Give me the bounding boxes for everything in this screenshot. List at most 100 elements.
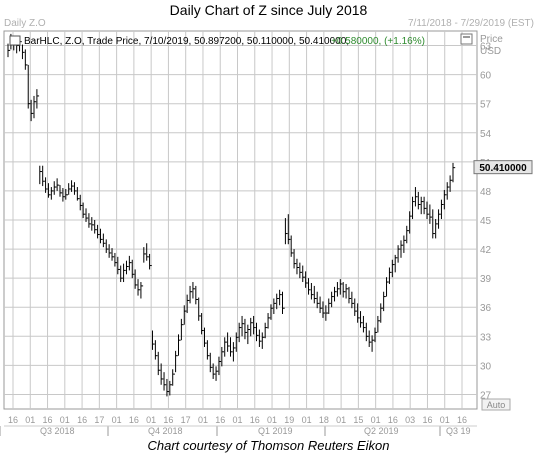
y-tick-label: 27 (480, 390, 492, 401)
ohlc-bar (163, 372, 167, 391)
ohlc-bar (256, 322, 259, 342)
ohlc-bar (91, 217, 94, 231)
y-tick-label: 48 (480, 187, 492, 198)
change-readout: +0.580000, (+1.16%) (331, 36, 425, 47)
ohlc-bar (201, 313, 204, 335)
auto-scale-label: Auto (487, 400, 506, 410)
quarter-labels: Q3 2018 Q4 2018 Q1 2019 Q2 2019 Q3 19 (0, 425, 477, 436)
ohlc-bar (131, 259, 135, 279)
ohlc-bar (429, 204, 433, 224)
ohlc-bar (284, 218, 288, 245)
ohlc-bar (203, 327, 207, 347)
ohlc-bar (238, 322, 242, 343)
ohlc-bar (56, 178, 60, 191)
ohlc-bar (76, 187, 80, 201)
ohlc-bar (247, 324, 251, 345)
x-tick-label: 16 (250, 415, 260, 425)
ohlc-bar (128, 255, 132, 271)
ohlc-bar (235, 332, 239, 352)
y-tick-label: 36 (480, 303, 492, 314)
x-tick-label: 16 (129, 415, 139, 425)
symbol-caption: Daily Z.O (4, 18, 46, 29)
x-tick-label: 01 (336, 415, 346, 425)
ohlc-bar (328, 298, 331, 315)
ohlc-bar (397, 245, 401, 263)
ohlc-bar (209, 352, 213, 373)
ohlc-bar (45, 177, 48, 193)
ohlc-bar (27, 64, 31, 109)
ohlc-bar (125, 260, 129, 275)
chart-caption: Chart courtesy of Thomson Reuters Eikon (147, 438, 390, 453)
ohlc-bar (345, 283, 349, 299)
ohlc-bar (39, 165, 42, 185)
ohlc-bar (403, 235, 407, 253)
ohlc-bar (267, 313, 271, 329)
auto-scale-button[interactable]: Auto (481, 398, 511, 411)
ohlc-bar (310, 283, 314, 300)
x-tick-label: 17 (181, 415, 191, 425)
ohlc-bar (388, 267, 392, 284)
ohlc-bar (253, 315, 256, 335)
ohlc-bar (374, 327, 378, 343)
y-axis-unit: USD (480, 46, 501, 57)
ohlc-bar (146, 243, 149, 261)
y-tick-label: 57 (480, 100, 492, 111)
y-tick-labels: 27303336394245485154576063 (480, 42, 492, 402)
ohlc-bar (50, 187, 54, 200)
ohlc-bar (368, 330, 372, 347)
ohlc-bar (198, 297, 201, 321)
grid-lines (4, 31, 477, 409)
x-tick-label: 15 (353, 415, 363, 425)
last-price-label: 50.410000 (479, 163, 527, 174)
ohlc-bar (322, 301, 326, 318)
ohlc-bar (270, 304, 274, 320)
ohlc-bar (183, 305, 187, 325)
ohlc-bar (316, 291, 320, 309)
ohlc-bar (296, 258, 300, 275)
ohlc-bar (365, 322, 369, 342)
ohlc-bar (169, 380, 173, 396)
ohlc-bar (331, 291, 334, 308)
ohlc-bar (412, 196, 415, 220)
ohlc-bar (440, 199, 444, 220)
quarter-label: Q2 2019 (364, 426, 399, 436)
ohlc-bar (264, 322, 268, 339)
ohlc-bar (299, 262, 303, 279)
ohlc-bar (7, 43, 11, 58)
ohlc-bar (400, 240, 404, 258)
y-tick-label: 54 (480, 129, 492, 140)
ohlc-bar (319, 296, 323, 314)
x-tick-label: 01 (112, 415, 122, 425)
ohlc-bar (380, 303, 383, 323)
x-tick-label: 18 (319, 415, 329, 425)
ohlc-bar (435, 219, 438, 239)
ohlc-bar (120, 265, 123, 283)
ohlc-bar (117, 256, 121, 275)
ohlc-bar (137, 279, 141, 296)
x-tick-label: 01 (146, 415, 156, 425)
ohlc-bar (65, 188, 68, 200)
ohlc-bar (287, 214, 291, 245)
x-tick-label: 01 (25, 415, 35, 425)
ohlc-bar (154, 340, 158, 360)
ohlc-bar (438, 209, 441, 229)
ohlc-bar (192, 282, 196, 299)
quarter-label: Q3 2018 (40, 426, 75, 436)
ohlc-bar (186, 294, 190, 314)
y-tick-label: 63 (480, 42, 492, 53)
ohlc-bar (432, 209, 435, 239)
x-tick-label: 03 (405, 415, 415, 425)
ohlc-bar (24, 49, 28, 70)
ohlc-bar (218, 356, 222, 376)
ohlc-bar (36, 89, 40, 109)
ohlc-bar (151, 330, 155, 350)
x-tick-label: 19 (284, 415, 294, 425)
x-tick-label: 16 (163, 415, 173, 425)
ohlc-bar (414, 187, 418, 207)
ohlc-bar (406, 225, 409, 244)
y-tick-label: 30 (480, 361, 492, 372)
maximize-icon[interactable] (460, 33, 473, 45)
ohlc-bar (73, 182, 77, 195)
x-tick-label: 16 (43, 415, 53, 425)
